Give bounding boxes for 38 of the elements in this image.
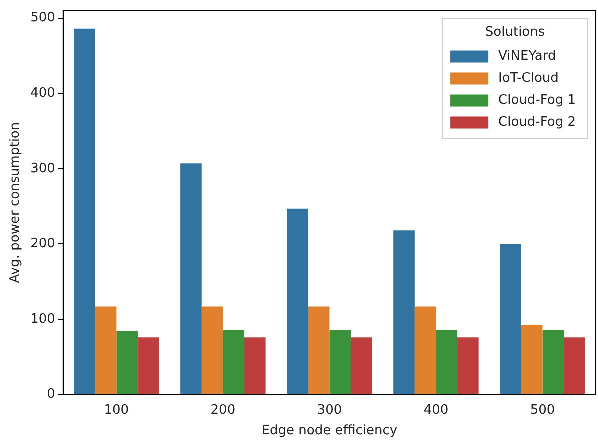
- y-tick-label: 0: [47, 387, 56, 402]
- legend-label: ViNEYard: [498, 49, 556, 64]
- bar: [414, 306, 436, 394]
- legend-label: Cloud-Fog 2: [498, 115, 576, 130]
- bar: [458, 338, 479, 394]
- bar: [74, 28, 96, 394]
- bar: [351, 338, 372, 394]
- bar: [223, 330, 244, 394]
- y-tick-label: 100: [30, 312, 56, 327]
- bar: [116, 332, 138, 394]
- bar: [394, 230, 415, 394]
- bar: [244, 338, 266, 394]
- x-tick-label: 100: [104, 402, 130, 418]
- bar: [138, 338, 160, 394]
- y-tick-label: 500: [30, 10, 56, 26]
- x-tick-label: 300: [317, 402, 342, 418]
- legend-title: Solutions: [485, 25, 546, 40]
- y-tick-label: 400: [30, 86, 56, 101]
- y-axis-title: Avg. power consumption: [8, 122, 24, 284]
- bar: [202, 306, 224, 394]
- x-tick-label: 500: [530, 402, 556, 418]
- bar: [180, 164, 202, 394]
- y-tick-label: 300: [30, 161, 56, 176]
- bar: [436, 330, 458, 394]
- x-axis-title: Edge node efficiency: [262, 424, 398, 439]
- y-tick-label: 200: [30, 236, 56, 252]
- x-tick-label: 400: [424, 402, 449, 418]
- bar: [95, 306, 117, 394]
- bar: [564, 338, 586, 394]
- bar: [330, 330, 352, 394]
- x-tick-label: 200: [210, 402, 236, 418]
- bar: [542, 330, 564, 394]
- bar: [308, 306, 330, 394]
- bar: [500, 244, 522, 394]
- bar: [521, 326, 543, 394]
- legend-label: IoT-Cloud: [498, 71, 559, 86]
- bar: [287, 208, 308, 394]
- legend-label: Cloud-Fog 1: [498, 93, 576, 108]
